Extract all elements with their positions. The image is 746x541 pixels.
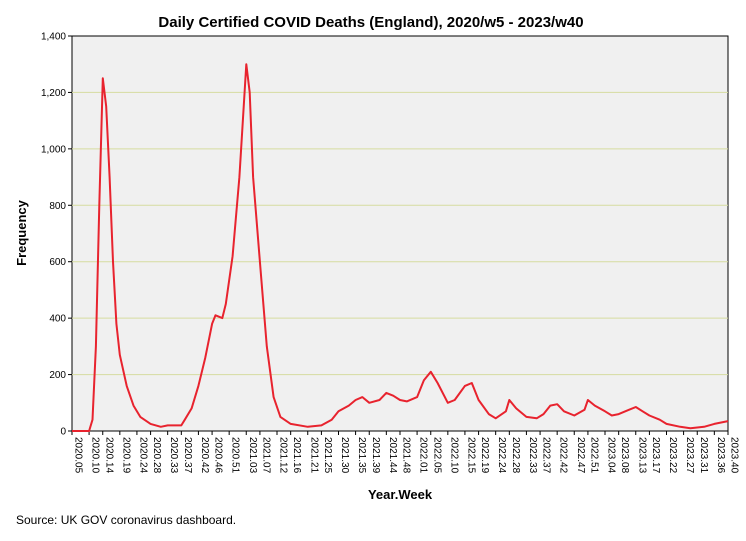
x-tick-label: 2021.44 — [387, 437, 398, 474]
y-tick-label: 1,200 — [41, 88, 66, 99]
y-axis: 0 200 400 600 800 1,000 1,200 1,400 — [41, 32, 72, 438]
x-tick-label: 2020.37 — [182, 437, 193, 474]
x-tick-label: 2020.24 — [137, 437, 148, 474]
y-tick-label: 0 — [60, 427, 66, 438]
y-tick-label: 200 — [49, 370, 66, 381]
plot-area — [71, 35, 729, 432]
x-tick-label: 2023.08 — [619, 437, 630, 474]
source-note: Source: UK GOV coronavirus dashboard. — [16, 513, 237, 527]
x-tick-label: 2023.17 — [650, 437, 661, 474]
x-tick-label: 2022.33 — [527, 437, 538, 474]
x-tick-label: 2020.46 — [213, 437, 224, 474]
y-tick-label: 1,400 — [41, 32, 66, 43]
x-tick-label: 2022.24 — [496, 437, 507, 474]
x-tick-label: 2022.51 — [588, 437, 599, 474]
x-tick-label: 2021.35 — [356, 437, 367, 474]
x-tick-label: 2021.21 — [308, 437, 319, 474]
y-tick-label: 1,000 — [41, 144, 66, 155]
x-tick-label: 2020.51 — [230, 437, 241, 474]
x-tick-label: 2022.15 — [465, 437, 476, 474]
x-tick-label: 2021.48 — [401, 437, 412, 474]
series-line — [72, 63, 729, 432]
x-tick-label: 2022.01 — [418, 437, 429, 474]
chart-title: Daily Certified COVID Deaths (England), … — [158, 14, 583, 31]
x-tick-label: 2021.03 — [247, 437, 258, 474]
x-tick-label: 2023.27 — [684, 437, 695, 474]
x-tick-label: 2022.42 — [558, 437, 569, 474]
x-tick-label: 2020.42 — [199, 437, 210, 474]
x-tick-label: 2023.36 — [715, 437, 726, 474]
x-tick-label: 2022.05 — [431, 437, 442, 474]
x-tick-label: 2020.33 — [168, 437, 179, 474]
x-tick-label: 2021.12 — [278, 437, 289, 474]
x-tick-label: 2021.30 — [339, 437, 350, 474]
x-tick-label: 2021.25 — [322, 437, 333, 474]
x-tick-label: 2023.04 — [606, 437, 617, 474]
x-tick-label: 2020.14 — [103, 437, 114, 474]
gridlines — [72, 91, 728, 376]
y-tick-label: 600 — [49, 257, 66, 268]
x-tick-label: 2020.05 — [73, 437, 84, 474]
x-tick-label: 2020.19 — [120, 437, 131, 474]
x-tick-label: 2021.39 — [370, 437, 381, 474]
y-tick-label: 800 — [49, 201, 66, 212]
x-tick-label: 2023.13 — [636, 437, 647, 474]
x-tick-label: 2021.16 — [291, 437, 302, 474]
y-axis-label: Frequency — [14, 199, 29, 266]
x-tick-label: 2022.47 — [575, 437, 586, 474]
x-tick-label: 2022.37 — [541, 437, 552, 474]
x-axis: 2020.05 2020.10 2020.14 2020.19 2020.24 2020.… — [71, 431, 740, 474]
x-tick-label: 2022.19 — [479, 437, 490, 474]
y-tick-label: 400 — [49, 314, 66, 325]
x-tick-label: 2020.28 — [151, 437, 162, 474]
x-tick-label: 2022.10 — [448, 437, 459, 474]
x-tick-label: 2021.07 — [260, 437, 271, 474]
x-tick-label: 2023.40 — [729, 437, 740, 474]
x-axis-label: Year.Week — [368, 487, 433, 502]
x-tick-label: 2023.31 — [698, 437, 709, 474]
x-tick-label: 2023.22 — [667, 437, 678, 474]
x-tick-label: 2022.28 — [510, 437, 521, 474]
x-tick-label: 2020.10 — [90, 437, 101, 474]
